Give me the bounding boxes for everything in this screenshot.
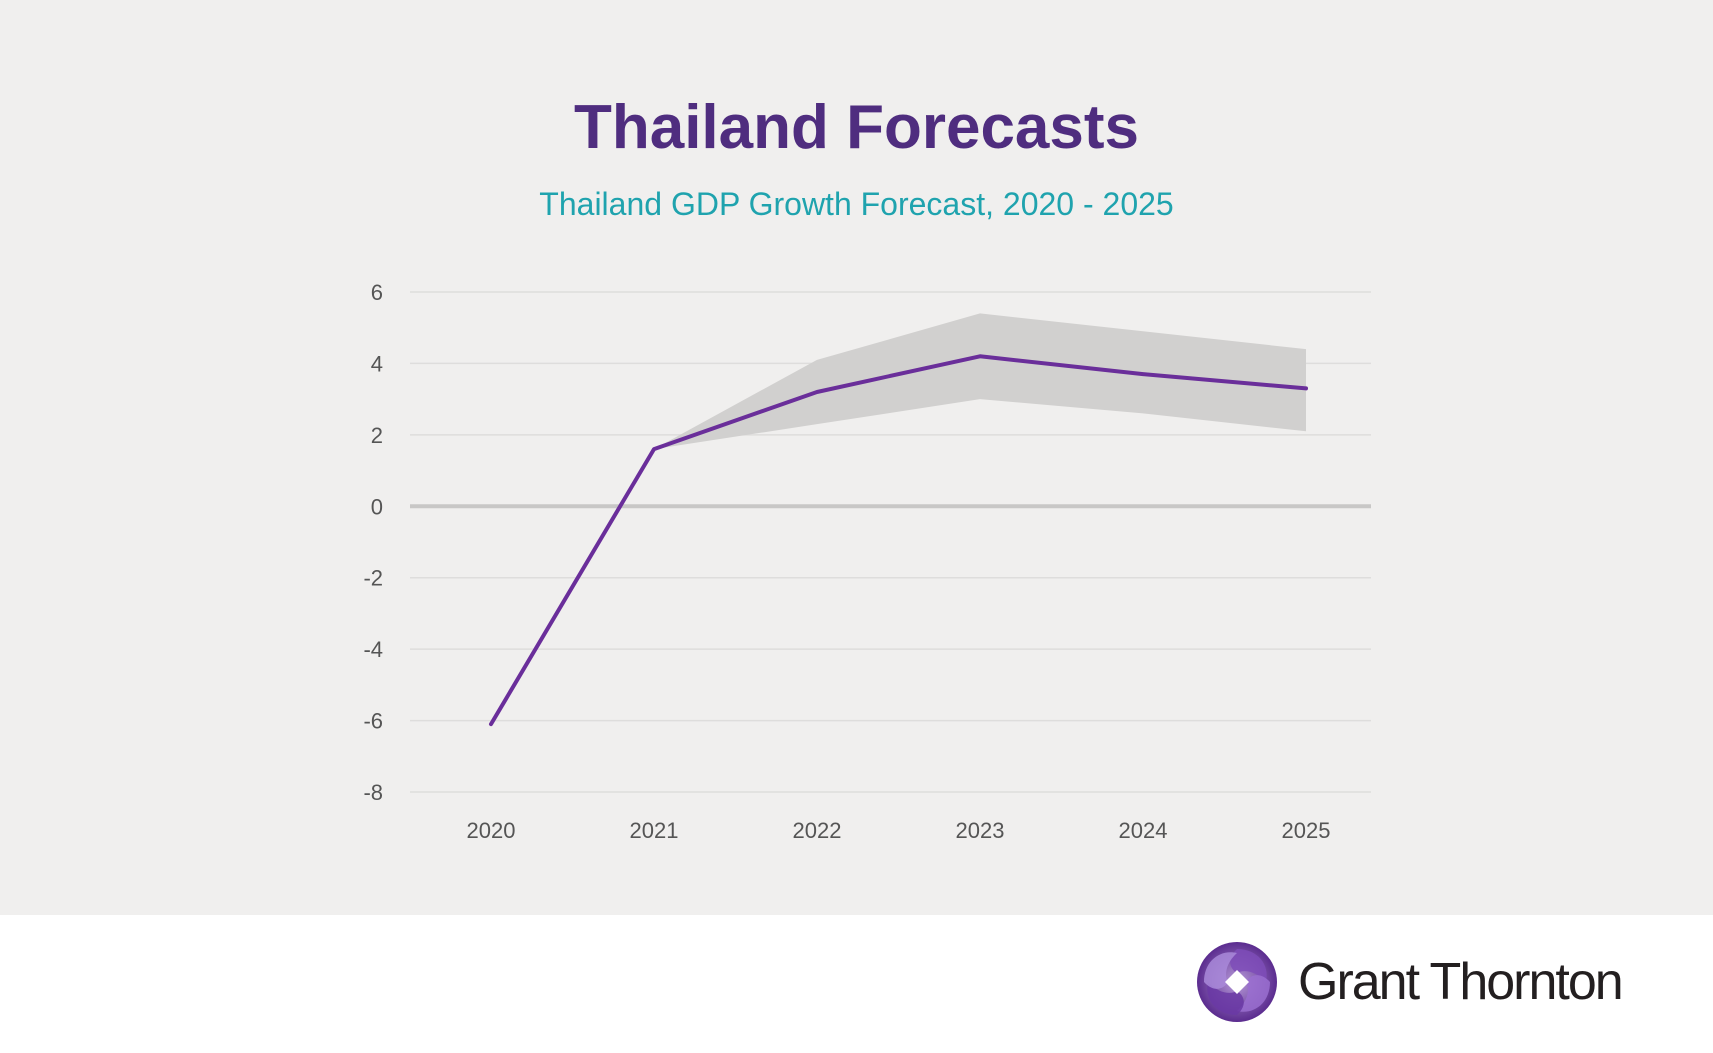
series-line-gdp-growth (489, 354, 1308, 727)
x-tick-label: 2024 (1119, 818, 1168, 843)
y-tick-label: 6 (371, 280, 383, 305)
footer (0, 915, 1713, 1053)
forecast-range-band (654, 313, 1306, 450)
grant-thornton-swirl-icon (1197, 942, 1277, 1022)
y-tick-label: -4 (363, 637, 383, 662)
brand-logo: Grant Thornton (1196, 940, 1624, 1024)
grid-lines (410, 291, 1371, 793)
gdp-growth-series (489, 354, 1308, 727)
y-tick-label: 0 (371, 494, 383, 519)
logo-text: Grant Thornton (1298, 953, 1624, 1011)
chart-title: Thailand Forecasts (573, 93, 1140, 162)
line-chart: 6 4 2 0 -2 -4 -6 -8 2020 2021 2022 2023 2024 2025 (363, 280, 1371, 843)
x-tick-label: 2023 (956, 818, 1005, 843)
y-axis-ticks: 6 4 2 0 -2 -4 -6 -8 (363, 280, 383, 805)
x-tick-label: 2025 (1282, 818, 1331, 843)
y-tick-label: 4 (371, 351, 383, 376)
forecast-range-area (654, 313, 1306, 450)
x-tick-label: 2021 (630, 818, 679, 843)
y-tick-label: -6 (363, 709, 383, 734)
y-tick-label: 2 (371, 423, 383, 448)
x-tick-label: 2022 (793, 818, 842, 843)
x-axis-ticks: 2020 2021 2022 2023 2024 2025 (467, 818, 1331, 843)
y-tick-label: -2 (363, 566, 383, 591)
chart-subtitle: Thailand GDP Growth Forecast, 2020 - 202… (539, 186, 1174, 222)
y-tick-label: -8 (363, 780, 383, 805)
x-tick-label: 2020 (467, 818, 516, 843)
chart-panel: Thailand Forecasts Thailand GDP Growth F… (0, 0, 1713, 915)
